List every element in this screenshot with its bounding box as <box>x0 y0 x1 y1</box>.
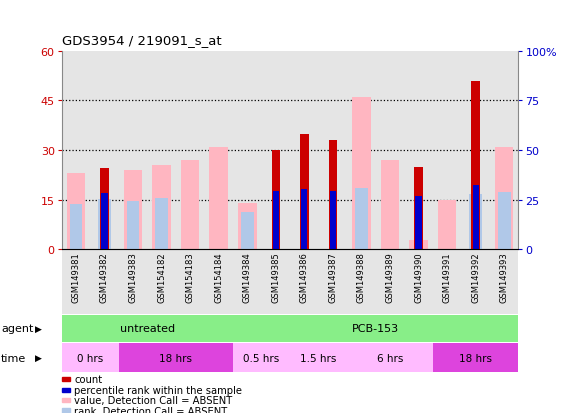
Text: 6 hrs: 6 hrs <box>377 353 403 363</box>
Bar <box>328 141 337 250</box>
Bar <box>210 147 228 250</box>
Text: GSM154182: GSM154182 <box>157 252 166 302</box>
Bar <box>152 166 171 250</box>
Bar <box>414 167 423 250</box>
Bar <box>233 52 262 314</box>
Bar <box>290 343 347 373</box>
Bar <box>62 377 70 382</box>
Text: 18 hrs: 18 hrs <box>159 353 192 363</box>
Bar <box>102 193 107 250</box>
Bar <box>233 315 518 342</box>
Bar <box>300 134 308 250</box>
Bar <box>272 151 280 250</box>
Bar <box>62 388 70 392</box>
Bar <box>70 204 82 250</box>
Bar <box>290 52 319 314</box>
Bar <box>347 52 376 314</box>
Bar <box>127 201 139 250</box>
Bar <box>62 398 70 402</box>
Bar <box>498 192 510 250</box>
Bar <box>241 212 254 250</box>
Bar <box>415 196 421 250</box>
Bar <box>262 52 290 314</box>
Bar <box>461 52 490 314</box>
Bar <box>404 52 433 314</box>
Bar <box>90 52 119 314</box>
Bar <box>62 408 70 413</box>
Bar <box>238 204 256 250</box>
Text: GSM149385: GSM149385 <box>271 252 280 302</box>
Bar <box>433 52 461 314</box>
Bar <box>301 190 307 250</box>
Bar <box>490 52 518 314</box>
Bar <box>347 343 433 373</box>
Text: GSM149387: GSM149387 <box>328 252 337 303</box>
Text: GSM154184: GSM154184 <box>214 252 223 302</box>
Bar <box>155 198 168 250</box>
Bar <box>471 81 480 250</box>
Text: GSM149390: GSM149390 <box>414 252 423 302</box>
Text: 0 hrs: 0 hrs <box>77 353 103 363</box>
Text: GSM149389: GSM149389 <box>385 252 395 302</box>
Bar <box>409 240 428 250</box>
Text: GSM149382: GSM149382 <box>100 252 109 302</box>
Bar <box>433 343 518 373</box>
Text: GSM149388: GSM149388 <box>357 252 366 303</box>
Bar <box>376 52 404 314</box>
Bar <box>62 52 90 314</box>
Text: GSM149383: GSM149383 <box>128 252 138 303</box>
Bar <box>62 315 233 342</box>
Text: rank, Detection Call = ABSENT: rank, Detection Call = ABSENT <box>74 406 228 413</box>
Text: GSM149392: GSM149392 <box>471 252 480 302</box>
Text: GSM149386: GSM149386 <box>300 252 309 303</box>
Text: 1.5 hrs: 1.5 hrs <box>300 353 337 363</box>
Bar <box>147 52 176 314</box>
Bar <box>355 188 368 250</box>
Bar <box>204 52 233 314</box>
Bar <box>233 343 290 373</box>
Text: GSM154183: GSM154183 <box>186 252 195 302</box>
Text: agent: agent <box>1 323 34 334</box>
Bar <box>119 343 233 373</box>
Bar <box>124 171 142 250</box>
Text: GSM149391: GSM149391 <box>443 252 452 302</box>
Bar <box>469 195 482 250</box>
Text: GSM149393: GSM149393 <box>500 252 509 302</box>
Bar <box>181 161 199 250</box>
Bar <box>319 52 347 314</box>
Text: percentile rank within the sample: percentile rank within the sample <box>74 385 243 395</box>
Text: count: count <box>74 375 103 385</box>
Text: GDS3954 / 219091_s_at: GDS3954 / 219091_s_at <box>62 34 222 47</box>
Bar <box>330 191 336 250</box>
Bar <box>472 185 478 250</box>
Bar <box>100 169 108 250</box>
Bar <box>352 98 371 250</box>
Bar <box>67 174 85 250</box>
Text: untreated: untreated <box>120 323 175 334</box>
Bar <box>176 52 204 314</box>
Text: 18 hrs: 18 hrs <box>459 353 492 363</box>
Bar <box>381 161 399 250</box>
Text: 0.5 hrs: 0.5 hrs <box>243 353 280 363</box>
Text: ▶: ▶ <box>35 353 42 362</box>
Bar <box>495 147 513 250</box>
Text: GSM149384: GSM149384 <box>243 252 252 302</box>
Bar <box>62 343 119 373</box>
Bar <box>119 52 147 314</box>
Bar <box>438 200 456 250</box>
Text: PCB-153: PCB-153 <box>352 323 399 334</box>
Text: time: time <box>1 353 26 363</box>
Text: value, Detection Call = ABSENT: value, Detection Call = ABSENT <box>74 395 233 405</box>
Text: GSM149381: GSM149381 <box>71 252 81 302</box>
Bar <box>98 199 111 250</box>
Bar <box>273 191 279 250</box>
Text: ▶: ▶ <box>35 324 42 333</box>
